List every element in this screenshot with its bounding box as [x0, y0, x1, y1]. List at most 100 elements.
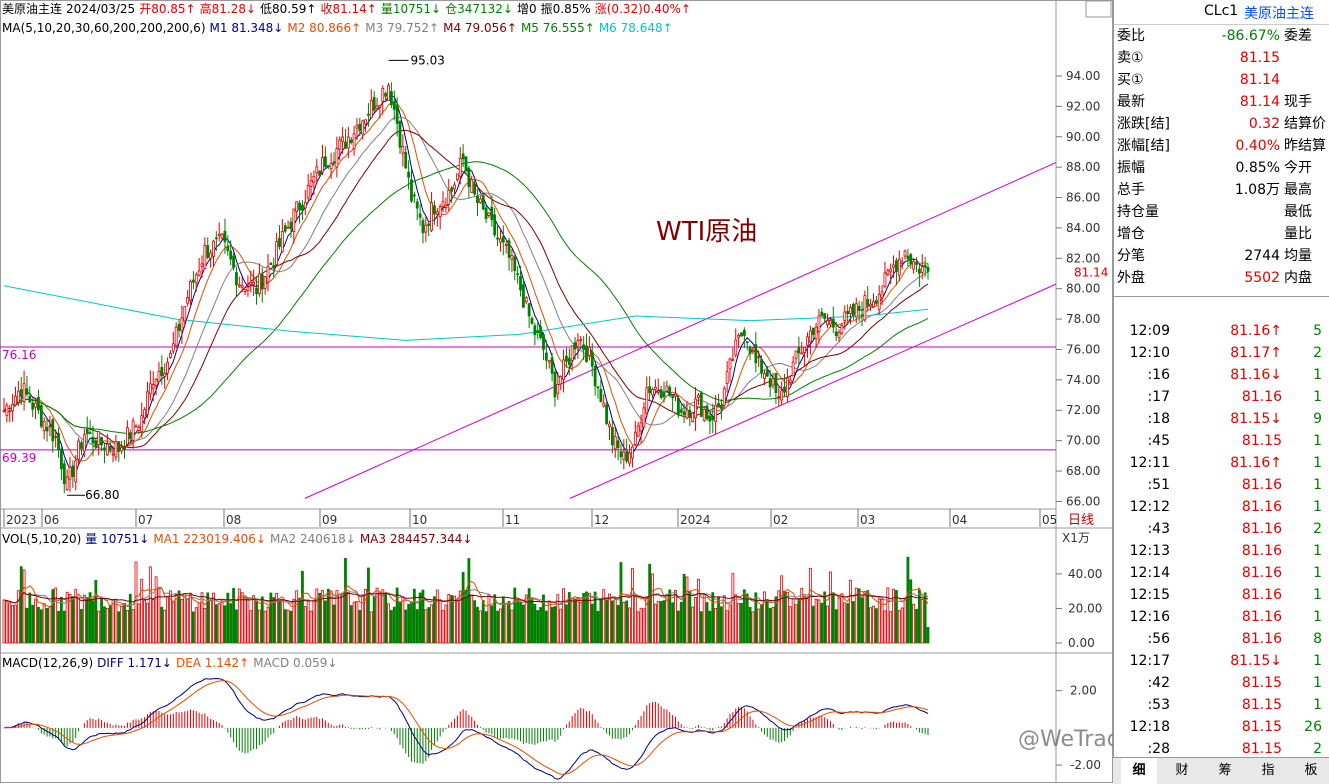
sidebar-tab[interactable]: 财: [1175, 763, 1189, 778]
volume-bar: [619, 562, 623, 644]
volume-bar: [676, 610, 680, 644]
volume-bar: [645, 596, 649, 644]
volume-bar: [19, 566, 23, 644]
candle-body: [920, 266, 924, 273]
tick-volume: 8: [1313, 631, 1322, 647]
volume-bar: [550, 606, 554, 644]
candle-body: [364, 119, 367, 125]
volume-bar: [430, 604, 433, 644]
candle-body: [197, 270, 201, 276]
volume-bar: [754, 592, 758, 644]
candle-body: [94, 440, 98, 448]
volume-bar: [473, 600, 477, 644]
candle-body: [897, 258, 901, 276]
candle-body: [209, 252, 213, 259]
volume-bar: [395, 587, 399, 644]
tick-volume: 1: [1313, 675, 1322, 691]
volume-bar: [785, 591, 789, 644]
volume-bar: [605, 599, 609, 644]
candle-body: [455, 173, 459, 180]
ma-m6: M6 78.648↑: [598, 21, 673, 35]
tick-row: 12:09 81.16↑ 5: [1114, 320, 1329, 342]
candle-body: [651, 389, 654, 396]
macd-dea-line: [3, 680, 929, 775]
candle-body: [470, 179, 474, 193]
quote-row-right-label: 现手: [1284, 94, 1312, 110]
menu-button[interactable]: [1085, 0, 1112, 18]
volume-bar: [203, 607, 207, 644]
candle-body: [780, 390, 784, 401]
quote-row: 持仓量 最低: [1114, 201, 1329, 223]
candle-body: [737, 335, 741, 338]
tick-price: 81.16: [1241, 543, 1282, 559]
candle-body: [814, 326, 818, 340]
volume-bar: [765, 599, 769, 644]
candle-body: [2, 410, 6, 412]
candle-body: [335, 148, 339, 168]
candle-body: [565, 355, 568, 362]
volume-bar: [315, 588, 319, 644]
candle-body: [54, 435, 58, 438]
volume-bar: [88, 592, 92, 644]
sidebar-tab[interactable]: 细: [1121, 758, 1157, 784]
candle-body: [160, 367, 164, 377]
candle-body: [321, 157, 324, 173]
volume-bar: [573, 598, 577, 644]
candle-body: [602, 402, 606, 407]
candle-body: [903, 250, 907, 257]
volume-bar: [806, 598, 809, 644]
volume-bar: [820, 602, 824, 644]
quote-row-label: 分笔: [1117, 248, 1145, 264]
volume-bar: [814, 598, 818, 644]
quote-row-label: 买①: [1117, 72, 1144, 88]
volume-bar: [714, 608, 718, 644]
volume-bar: [631, 568, 634, 644]
candle-body: [539, 326, 543, 339]
quote-row-value: 5502: [1244, 270, 1280, 286]
volume-bar: [834, 609, 838, 644]
chart-area[interactable]: 66.00 68.00 70.00 72.00 74.00 76.00 78.00 80.00…: [0, 0, 1113, 783]
candle-body: [917, 268, 921, 274]
candle-body: [28, 396, 32, 403]
candle-body: [791, 361, 795, 377]
candle-body: [596, 386, 600, 389]
volume-bar: [453, 595, 456, 644]
candle-body: [717, 402, 720, 408]
candle-body: [183, 306, 187, 322]
volume-bar: [771, 606, 775, 644]
volume-bar: [510, 609, 514, 644]
x-tick-label: 08: [226, 513, 241, 527]
sidebar-tab[interactable]: 指: [1261, 763, 1275, 778]
candle-body: [478, 198, 482, 203]
volume-bar: [321, 590, 324, 644]
volume-bar: [544, 610, 548, 644]
sidebar-tab[interactable]: 板: [1304, 763, 1318, 778]
candle-body: [719, 405, 723, 409]
volume-bar: [278, 599, 281, 644]
tick-row: :28 81.15 2: [1114, 738, 1329, 760]
volume-bar: [292, 598, 296, 644]
y-tick-label: 92.00: [1066, 99, 1100, 113]
candle-body: [582, 344, 586, 351]
candle-body: [398, 121, 402, 148]
position-value: 仓347132↓: [445, 2, 513, 16]
tick-time: :43: [1147, 521, 1170, 537]
volume-bar: [103, 606, 106, 644]
candle-body: [88, 432, 92, 434]
candle-body: [59, 448, 63, 470]
candle-body: [872, 301, 875, 308]
volume-bar: [889, 611, 893, 644]
volume-bar: [892, 588, 895, 644]
volume-bar: [671, 602, 675, 644]
sidebar-tab[interactable]: 筹: [1218, 763, 1232, 778]
candle-body: [8, 410, 12, 413]
volume-bar: [900, 607, 904, 644]
volume-bar: [105, 608, 109, 644]
candle-body: [11, 403, 15, 412]
candle-body: [65, 476, 69, 490]
volume-bar: [711, 592, 715, 644]
candle-body: [249, 281, 253, 285]
volume-bar: [874, 608, 878, 644]
tick-volume: 1: [1313, 389, 1322, 405]
volume-bar: [920, 598, 924, 644]
